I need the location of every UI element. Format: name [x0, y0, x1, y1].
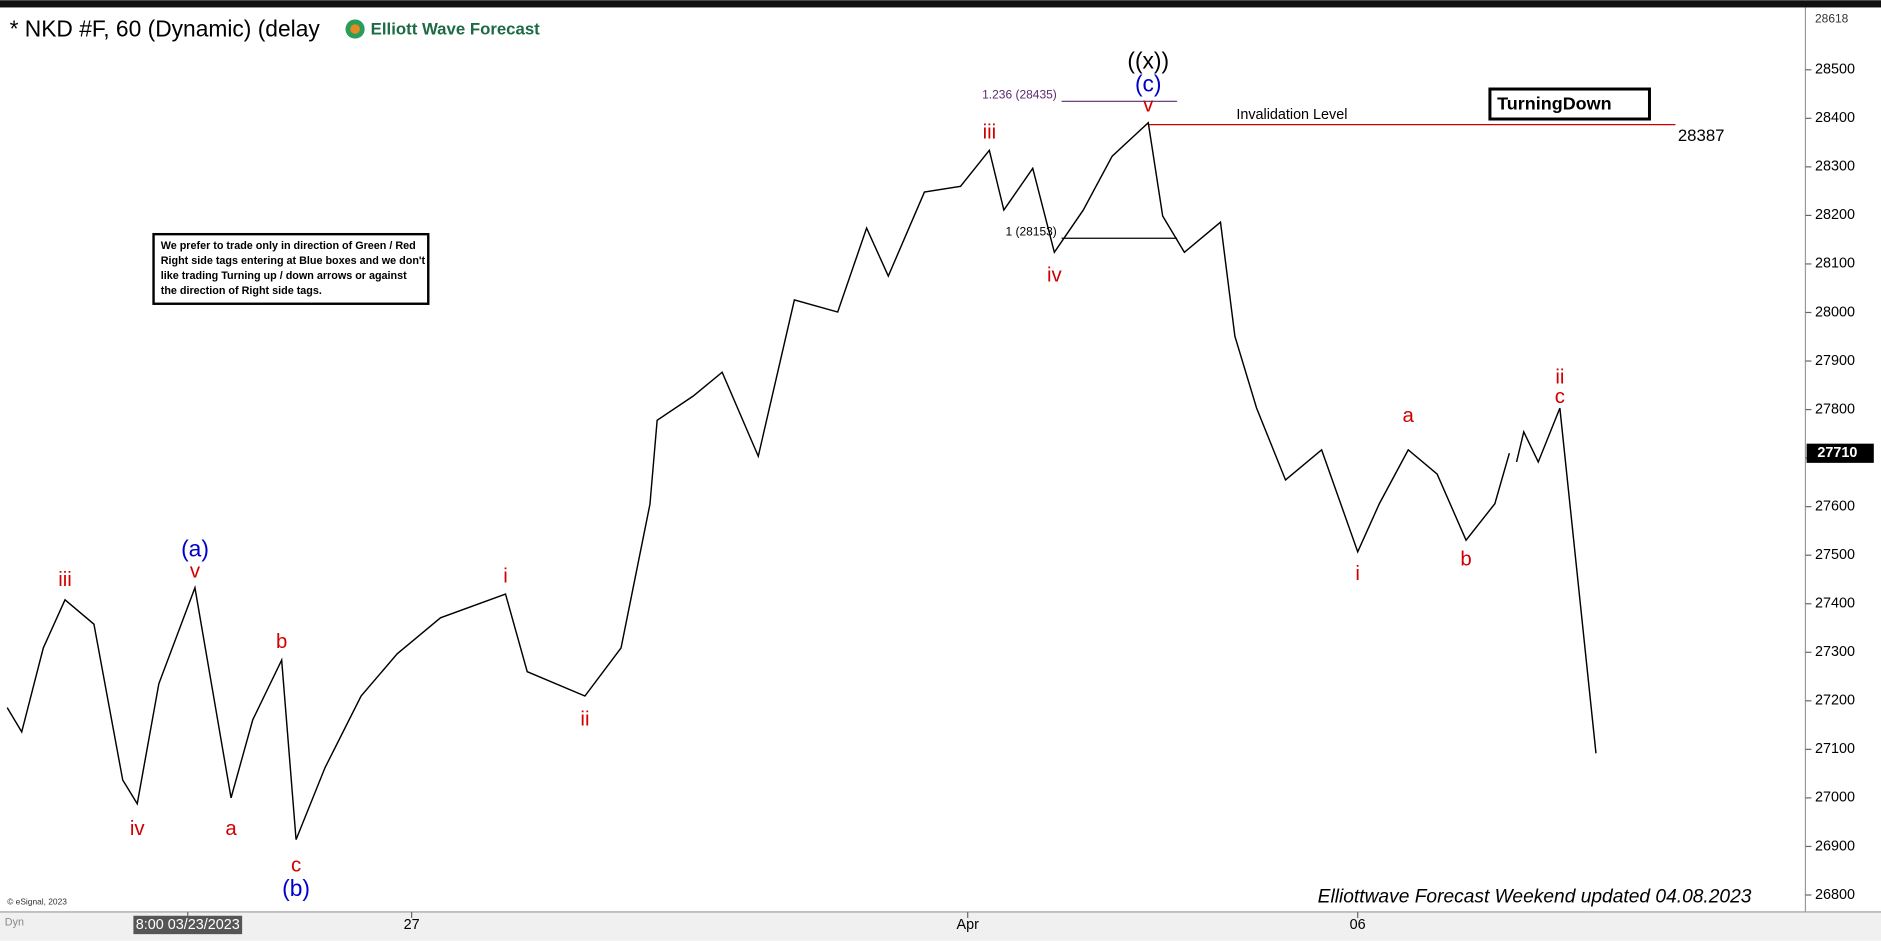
wave-label: a [225, 818, 237, 840]
y-tick-label: 27900 [1815, 353, 1855, 369]
y-tick-label: 28200 [1815, 207, 1855, 223]
y-tick-label: 27000 [1815, 790, 1855, 806]
wave-label: iv [130, 818, 146, 840]
top-border [0, 0, 1881, 8]
level-text: 1 (28153) [1005, 224, 1056, 238]
wave-label: c [291, 854, 301, 876]
wave-label: c [1555, 386, 1565, 408]
y-tick-label: 28300 [1815, 159, 1855, 175]
wave-label: ii [580, 709, 589, 731]
last-price-tag [1806, 443, 1874, 463]
wave-label: (a) [181, 535, 209, 561]
x-tick-label: 8:00 03/23/2023 [136, 917, 240, 933]
wave-label: (c) [1135, 70, 1162, 96]
wave-label: v [1143, 95, 1154, 117]
y-tick-label: 27100 [1815, 741, 1855, 757]
badge-text: TurningDown [1497, 93, 1612, 113]
wave-label: v [190, 561, 201, 583]
corner-label: Dyn [5, 917, 24, 929]
price-line [6, 121, 1511, 840]
wave-label: ((x)) [1127, 48, 1169, 74]
badge-box [1488, 87, 1651, 121]
x-tick-label-bg [133, 915, 243, 935]
copyright: © eSignal, 2023 [7, 897, 67, 907]
wave-label: iv [1047, 264, 1063, 286]
note-line: We prefer to trade only in direction of … [161, 240, 416, 252]
wave-label: iii [58, 569, 72, 591]
y-tick-label: 27200 [1815, 693, 1855, 709]
wave-label: a [1403, 405, 1415, 427]
x-tick-label: Apr [957, 917, 980, 933]
wave-label: ii [1555, 366, 1564, 388]
y-tick-label: 28000 [1815, 304, 1855, 320]
wave-label: iii [983, 121, 997, 143]
wave-label: b [1460, 548, 1471, 570]
price-line [1515, 407, 1597, 754]
top-price-label: 28618 [1815, 12, 1849, 26]
y-tick-label: 27600 [1815, 498, 1855, 514]
note: We prefer to trade only in direction of … [161, 240, 426, 297]
logo-icon-inner [350, 24, 360, 34]
y-tick-label: 27400 [1815, 596, 1855, 612]
note-line: like trading Turning up / down arrows or… [161, 270, 407, 282]
y-tick-label: 27800 [1815, 401, 1855, 417]
y-tick-label: 27500 [1815, 547, 1855, 563]
note-box [152, 232, 430, 305]
wave-label: i [503, 565, 508, 587]
y-tick-label: 28500 [1815, 62, 1855, 78]
x-axis-strip [0, 911, 1881, 941]
x-tick-label: 27 [404, 917, 420, 933]
y-tick-label: 26900 [1815, 838, 1855, 854]
footer: Elliottwave Forecast Weekend updated 04.… [1318, 887, 1752, 908]
y-tick-label: 26800 [1815, 887, 1855, 903]
level-text: 1.236 (28435) [982, 88, 1057, 102]
wave-label: b [276, 631, 287, 653]
note-line: the direction of Right side tags. [161, 285, 322, 297]
level-text: Invalidation Level [1236, 107, 1347, 123]
note-line: Right side tags entering at Blue boxes a… [161, 255, 426, 267]
y-tick-label: 28400 [1815, 110, 1855, 126]
y-tick-label: 28100 [1815, 256, 1855, 272]
y-tick-label: 27300 [1815, 644, 1855, 660]
wave-label: (b) [282, 875, 310, 901]
chart-title: * NKD #F, 60 (Dynamic) (delay [10, 15, 321, 41]
last-price-label: 27710 [1817, 445, 1857, 461]
level-label: 28387 [1678, 126, 1725, 145]
logo-text: Elliott Wave Forecast [371, 20, 541, 39]
wave-label: i [1355, 563, 1360, 585]
x-tick-label: 06 [1350, 917, 1366, 933]
